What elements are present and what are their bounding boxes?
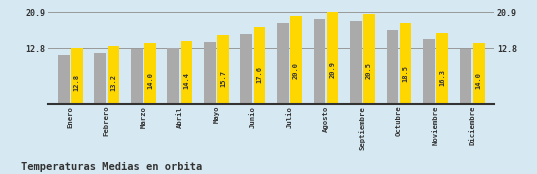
Text: 18.5: 18.5 bbox=[403, 65, 409, 82]
Bar bbox=[180, 41, 192, 104]
Text: 20.0: 20.0 bbox=[293, 62, 299, 80]
Bar bbox=[437, 33, 448, 104]
Text: 17.6: 17.6 bbox=[257, 66, 263, 84]
Text: 14.0: 14.0 bbox=[147, 73, 153, 89]
Bar bbox=[107, 46, 119, 104]
Bar bbox=[217, 35, 229, 104]
Text: 14.0: 14.0 bbox=[476, 73, 482, 89]
Bar bbox=[144, 43, 156, 104]
Bar bbox=[387, 30, 398, 104]
Bar bbox=[277, 23, 289, 104]
Bar bbox=[326, 12, 338, 104]
Text: 13.2: 13.2 bbox=[111, 74, 117, 91]
Bar bbox=[204, 42, 216, 104]
Text: 15.7: 15.7 bbox=[220, 70, 226, 87]
Bar bbox=[241, 34, 252, 104]
Bar bbox=[253, 27, 265, 104]
Bar bbox=[460, 49, 471, 104]
Bar bbox=[131, 49, 143, 104]
Bar bbox=[290, 16, 302, 104]
Text: 14.4: 14.4 bbox=[184, 72, 190, 89]
Bar bbox=[58, 55, 69, 104]
Text: Temperaturas Medias en orbita: Temperaturas Medias en orbita bbox=[21, 162, 203, 172]
Text: 20.5: 20.5 bbox=[366, 62, 372, 79]
Bar bbox=[95, 53, 106, 104]
Bar bbox=[168, 48, 179, 104]
Bar bbox=[350, 21, 362, 104]
Text: 12.8: 12.8 bbox=[74, 74, 80, 92]
Bar bbox=[314, 19, 325, 104]
Bar bbox=[400, 23, 411, 104]
Bar bbox=[473, 43, 484, 104]
Text: 20.9: 20.9 bbox=[330, 61, 336, 78]
Bar bbox=[423, 39, 435, 104]
Bar bbox=[71, 48, 83, 104]
Bar bbox=[363, 14, 375, 104]
Text: 16.3: 16.3 bbox=[439, 69, 445, 86]
